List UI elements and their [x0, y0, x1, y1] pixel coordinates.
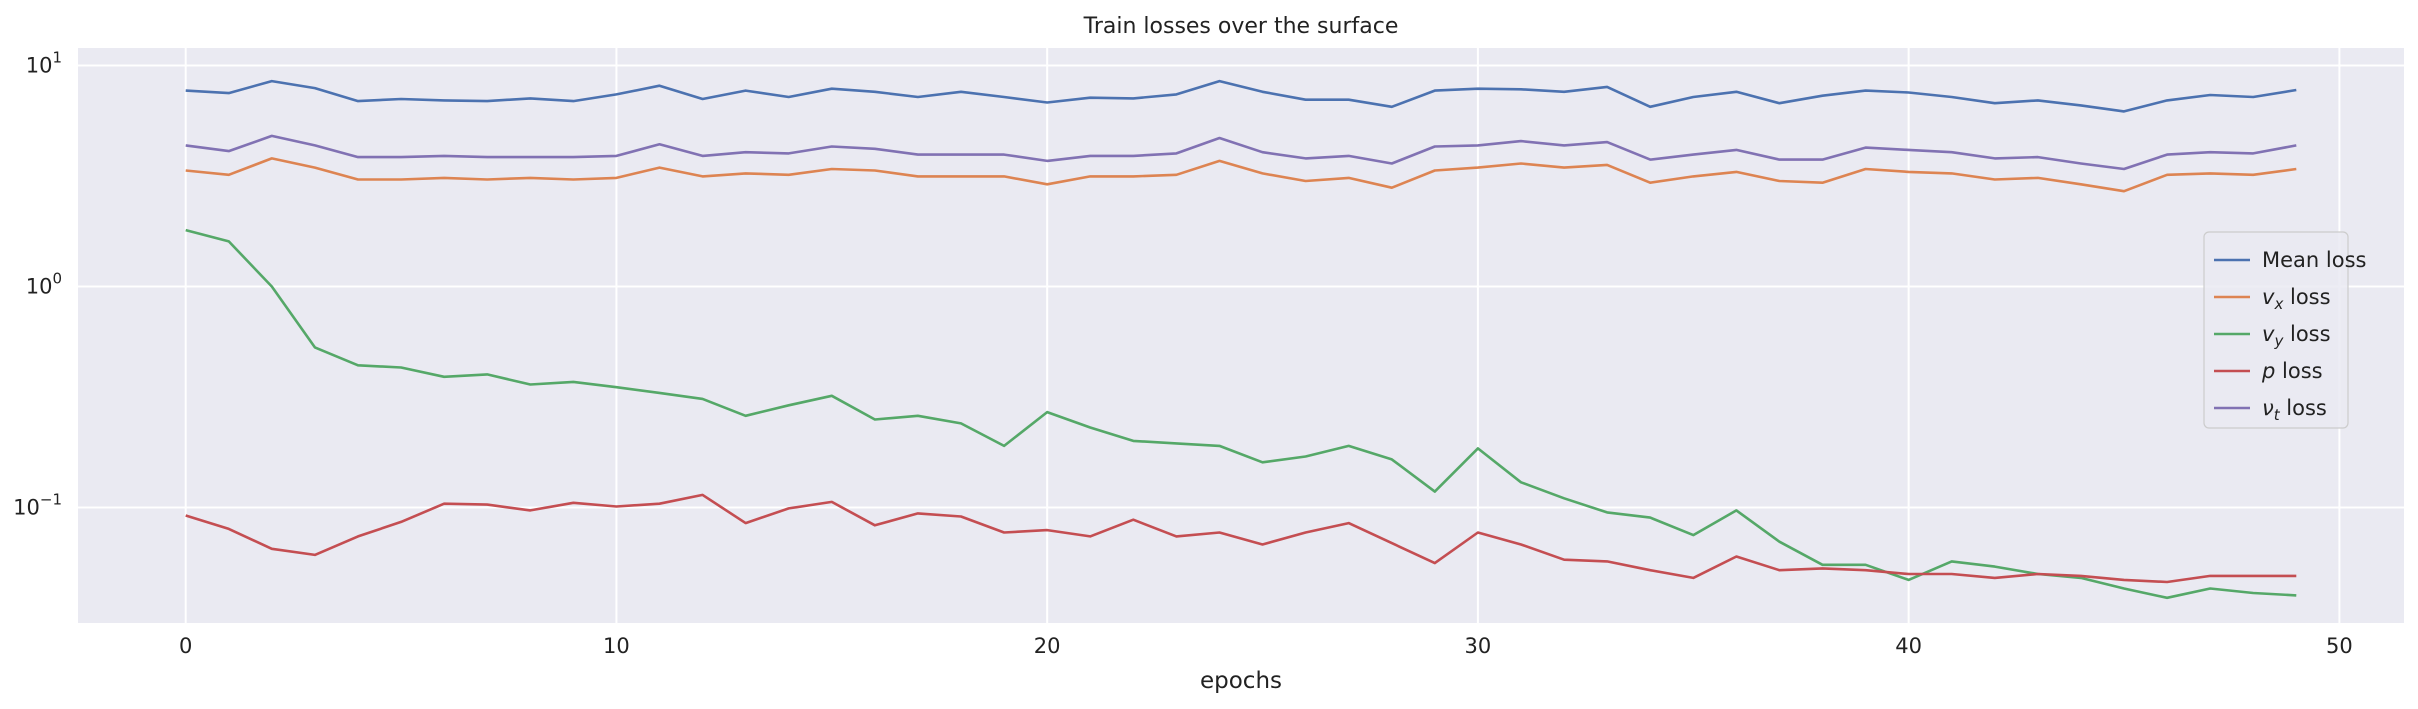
x-axis-label: epochs: [1200, 668, 1282, 694]
chart-title: Train losses over the surface: [1083, 14, 1399, 39]
legend: Mean loss vx loss vy loss p loss νt loss: [2203, 231, 2366, 429]
legend-entry: νt loss: [2262, 396, 2327, 424]
legend-entry: vx loss: [2262, 285, 2331, 313]
series-line: [185, 228, 2297, 600]
x-tick-label: 20: [1034, 634, 1061, 658]
axis-ticks: 0 10 20 30 40 50 10−1 100 101: [13, 48, 2353, 658]
series-lines: [185, 79, 2297, 600]
x-tick-label: 10: [603, 634, 630, 658]
series-line: [185, 79, 2297, 113]
y-tick-label: 100: [26, 269, 62, 298]
x-tick-label: 30: [1465, 634, 1492, 658]
legend-entry: vy loss: [2262, 322, 2331, 350]
series-line: [185, 493, 2297, 584]
series-line: [185, 157, 2297, 193]
legend-entry: Mean loss: [2262, 248, 2366, 272]
y-tick-label: 10−1: [13, 490, 62, 519]
y-tick-label: 101: [26, 48, 62, 77]
x-tick-label: 0: [179, 634, 192, 658]
x-tick-label: 50: [2326, 634, 2353, 658]
legend-entry: p loss: [2261, 359, 2323, 383]
legend-frame: [2203, 231, 2349, 429]
series-line: [185, 134, 2297, 171]
x-tick-label: 40: [1895, 634, 1922, 658]
plot-background: [78, 48, 2404, 623]
